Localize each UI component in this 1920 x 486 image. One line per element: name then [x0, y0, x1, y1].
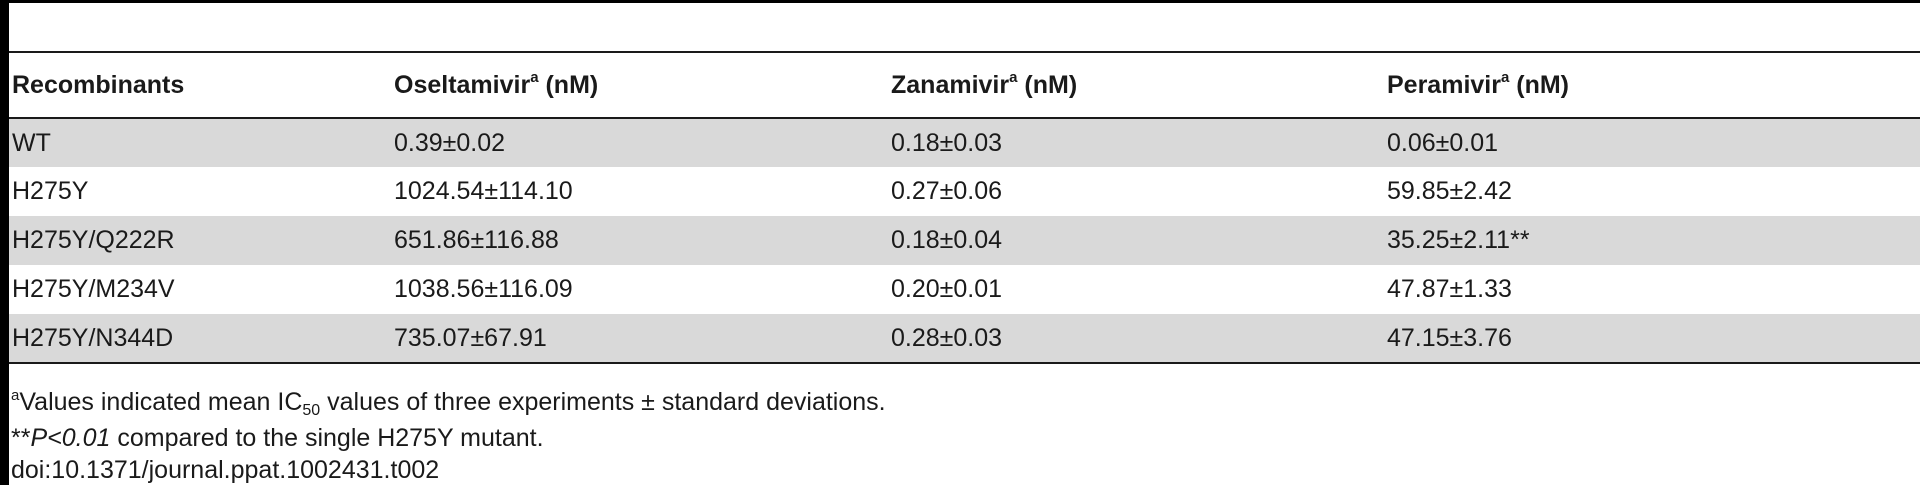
cell-recombinant: H275Y [9, 167, 391, 216]
table-row: H275Y/N344D 735.07±67.91 0.28±0.03 47.15… [9, 314, 1920, 363]
footnote-significance: **P<0.01 compared to the single H275Y mu… [11, 422, 886, 454]
header-zanamivir: Zanamivira (nM) [888, 52, 1384, 118]
table-row: WT 0.39±0.02 0.18±0.03 0.06±0.01 [9, 118, 1920, 167]
header-recombinants: Recombinants [9, 52, 391, 118]
top-rule [9, 0, 1920, 3]
cell-zanamivir: 0.18±0.03 [888, 118, 1384, 167]
table-container: Recombinants Oseltamivira (nM) Zanamivir… [9, 51, 1920, 364]
header-peramivir: Peramivira (nM) [1384, 52, 1920, 118]
ic50-table: Recombinants Oseltamivira (nM) Zanamivir… [9, 51, 1920, 364]
table-row: H275Y 1024.54±114.10 0.27±0.06 59.85±2.4… [9, 167, 1920, 216]
cell-recombinant: H275Y/N344D [9, 314, 391, 363]
cell-peramivir: 47.15±3.76 [1384, 314, 1920, 363]
cell-peramivir: 47.87±1.33 [1384, 265, 1920, 314]
cell-recombinant: WT [9, 118, 391, 167]
table-header-row: Recombinants Oseltamivira (nM) Zanamivir… [9, 52, 1920, 118]
cell-zanamivir: 0.27±0.06 [888, 167, 1384, 216]
cell-peramivir: 0.06±0.01 [1384, 118, 1920, 167]
table-footnotes: aValues indicated mean IC50 values of th… [11, 386, 886, 486]
cell-oseltamivir: 1038.56±116.09 [391, 265, 888, 314]
table-row: H275Y/M234V 1038.56±116.09 0.20±0.01 47.… [9, 265, 1920, 314]
cell-peramivir: 59.85±2.42 [1384, 167, 1920, 216]
footnote-a: aValues indicated mean IC50 values of th… [11, 386, 886, 422]
cell-zanamivir: 0.20±0.01 [888, 265, 1384, 314]
table-row: H275Y/Q222R 651.86±116.88 0.18±0.04 35.2… [9, 216, 1920, 265]
left-edge-bar [0, 0, 9, 485]
cell-oseltamivir: 735.07±67.91 [391, 314, 888, 363]
cell-oseltamivir: 1024.54±114.10 [391, 167, 888, 216]
cell-zanamivir: 0.28±0.03 [888, 314, 1384, 363]
cell-recombinant: H275Y/Q222R [9, 216, 391, 265]
cell-zanamivir: 0.18±0.04 [888, 216, 1384, 265]
header-oseltamivir: Oseltamivira (nM) [391, 52, 888, 118]
cell-recombinant: H275Y/M234V [9, 265, 391, 314]
cell-peramivir: 35.25±2.11** [1384, 216, 1920, 265]
doi-link[interactable]: doi:10.1371/journal.ppat.1002431.t002 [11, 454, 886, 486]
cell-oseltamivir: 651.86±116.88 [391, 216, 888, 265]
cell-oseltamivir: 0.39±0.02 [391, 118, 888, 167]
